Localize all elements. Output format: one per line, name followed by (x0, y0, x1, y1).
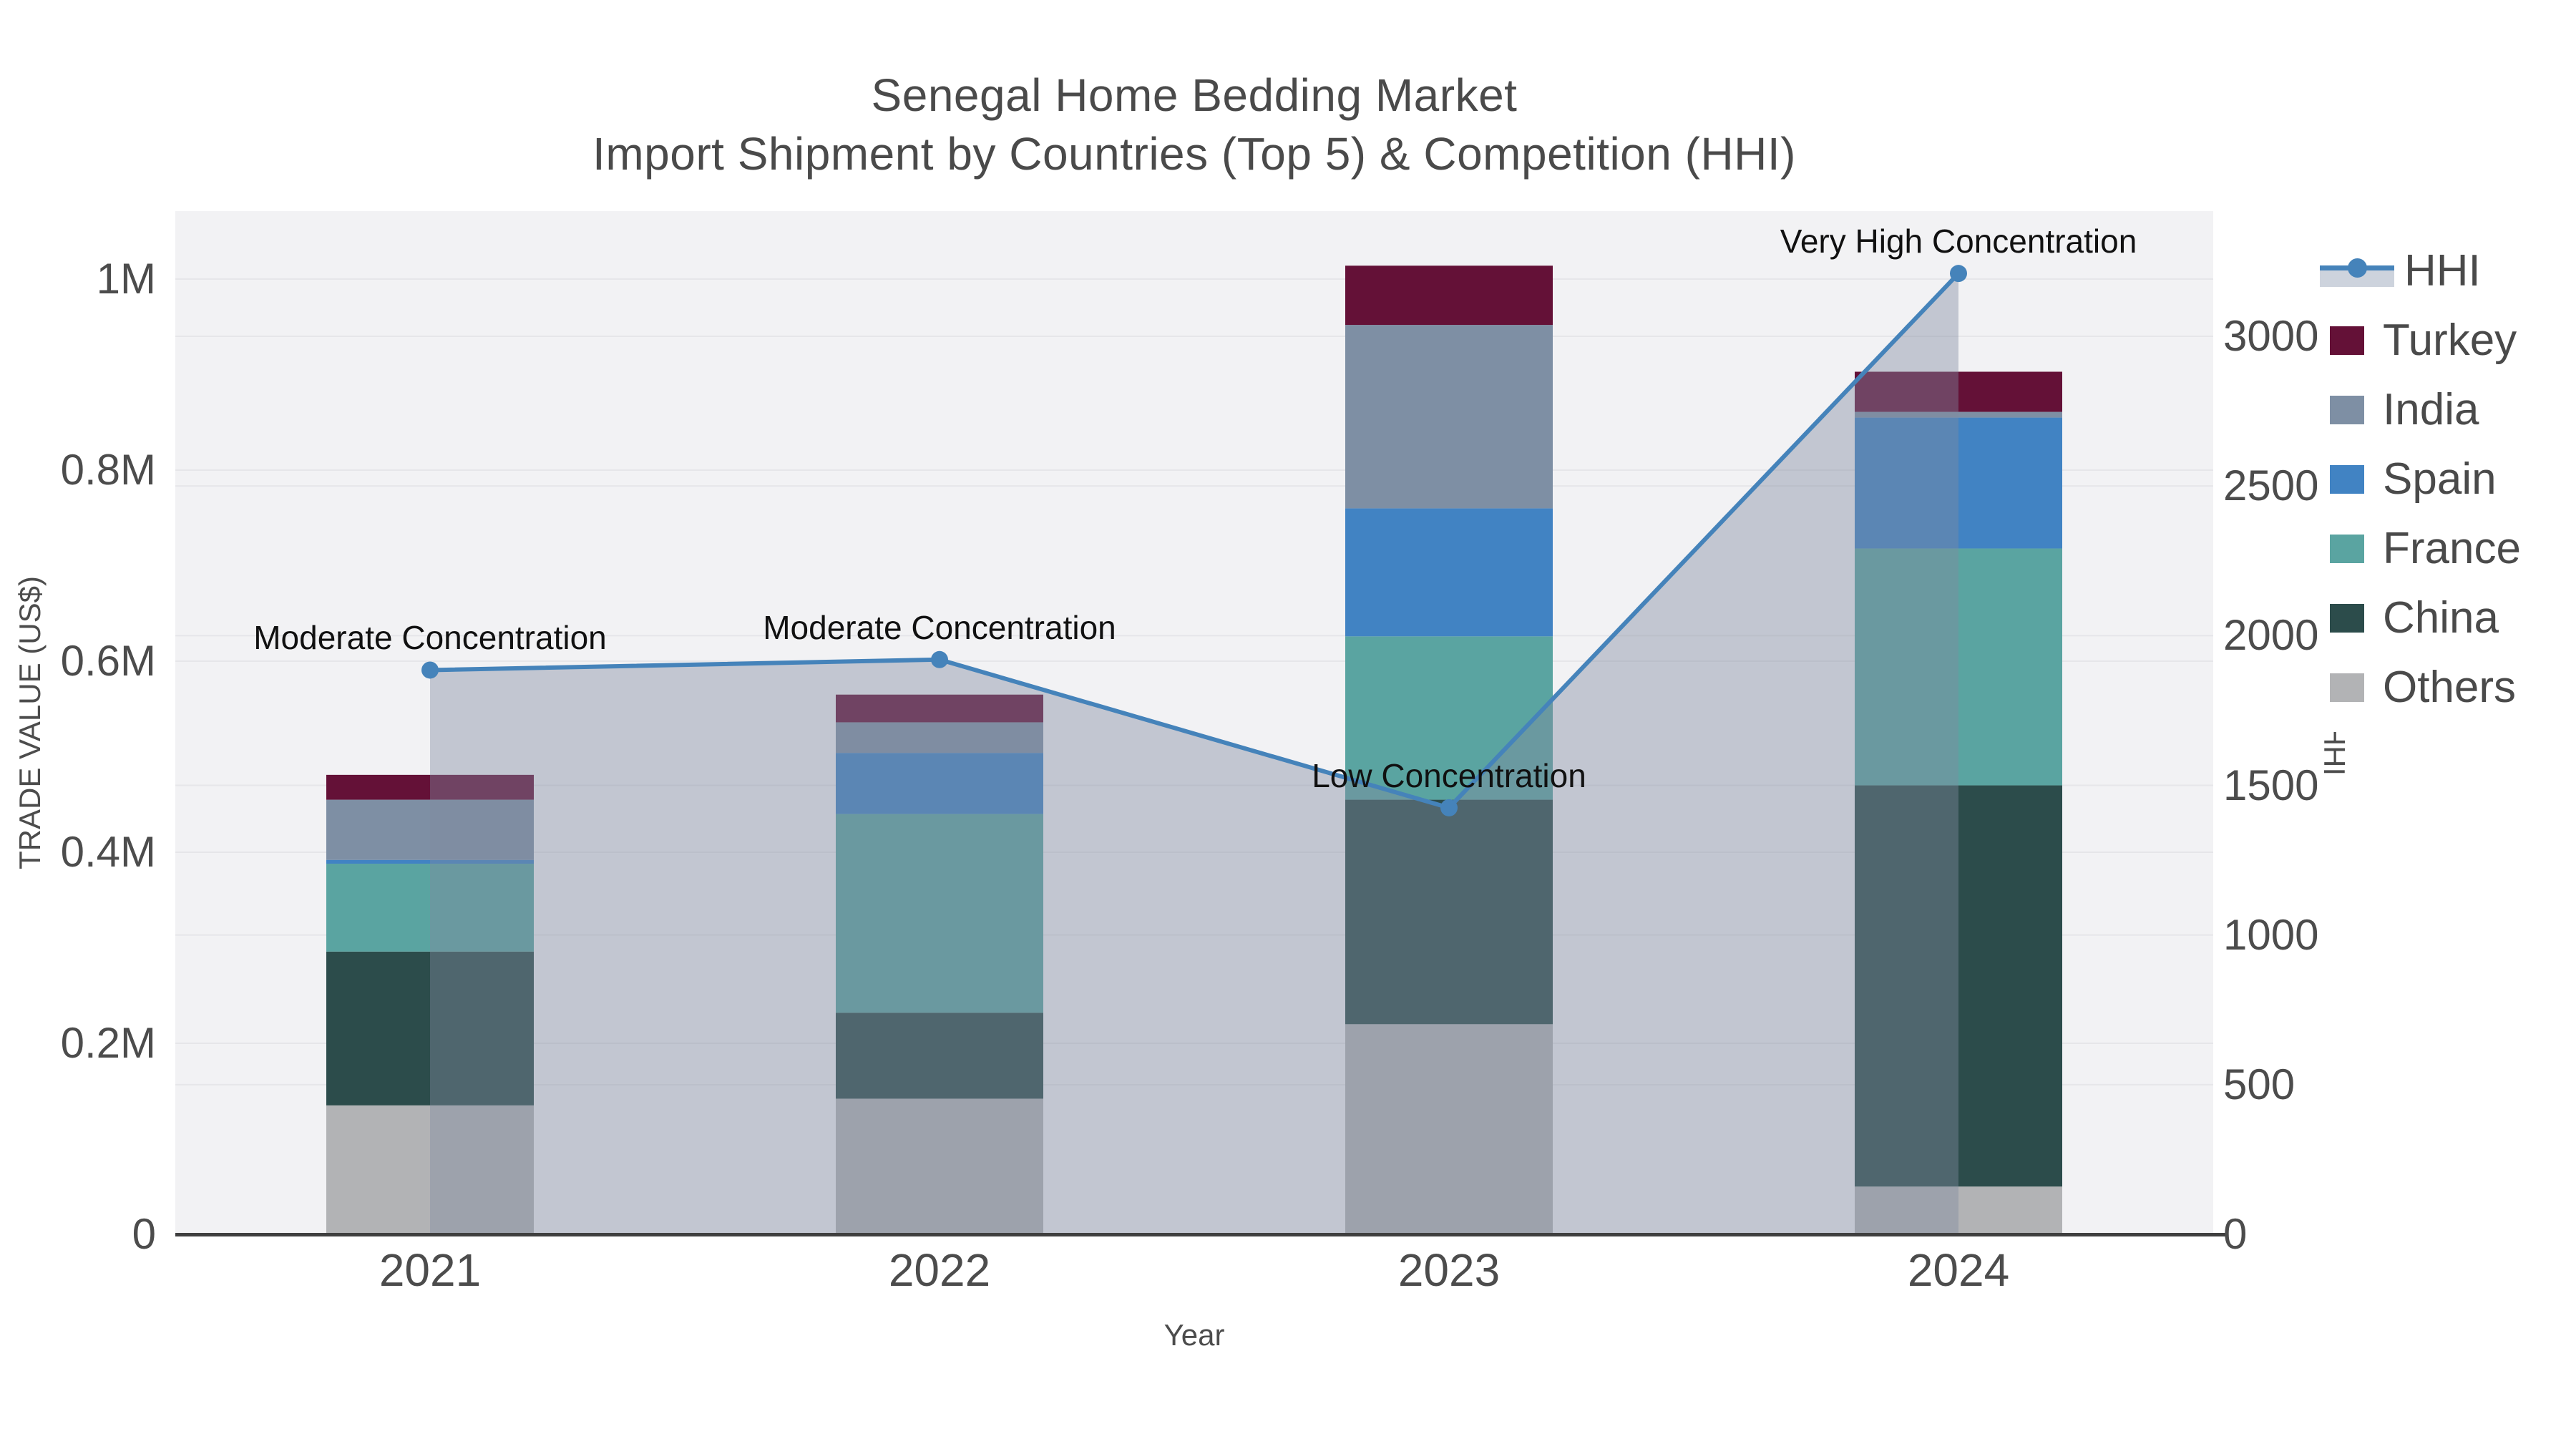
chart-legend: HHI Turkey India Spain France China Othe… (2317, 230, 2576, 732)
y-right-tick-1500: 1500 (2223, 761, 2319, 809)
y-left-tick-08m: 0.8M (60, 446, 156, 494)
x-tick-2022: 2022 (888, 1244, 991, 1296)
bar-segment-india-2024 (1855, 411, 2062, 418)
hhi-marker-2023 (1440, 799, 1458, 816)
turkey-swatch-icon (2330, 326, 2364, 355)
china-swatch-icon (2330, 603, 2364, 633)
legend-item-india[interactable]: India (2317, 375, 2576, 444)
bar-segment-china-2023 (1345, 799, 1553, 1025)
chart-subtitle: Import Shipment by Countries (Top 5) & C… (592, 128, 1796, 180)
bar-segment-turkey-2024 (1855, 371, 2062, 412)
legend-label-france: France (2383, 524, 2521, 573)
legend-item-france[interactable]: France (2317, 514, 2576, 583)
legend-label-china: China (2383, 593, 2499, 643)
france-swatch-icon (2330, 534, 2364, 563)
y-right-tick-2500: 2500 (2223, 462, 2319, 510)
legend-label-spain: Spain (2383, 454, 2497, 504)
hhi-marker-2024 (1950, 265, 1967, 283)
bar-segment-france-2021 (326, 864, 534, 952)
others-swatch-icon (2330, 673, 2364, 702)
y-right-tick-3000: 3000 (2223, 312, 2319, 360)
y-left-tick-0: 0 (132, 1210, 156, 1258)
chart-title: Senegal Home Bedding Market (871, 69, 1518, 121)
legend-item-others[interactable]: Others (2317, 653, 2576, 722)
bar-segment-france-2024 (1855, 548, 2062, 786)
hhi-line (429, 272, 1961, 810)
bar-segment-spain-2024 (1855, 417, 2062, 549)
legend-label-hhi: HHI (2404, 246, 2481, 296)
y-right-tick-2000: 2000 (2223, 611, 2319, 660)
bar-segment-turkey-2022 (836, 694, 1043, 723)
bar-segment-spain-2022 (836, 753, 1043, 814)
hhi-annotation-2021: Moderate Concentration (253, 619, 607, 657)
y-left-tick-1m: 1M (96, 255, 156, 303)
legend-item-hhi[interactable]: HHI (2317, 236, 2576, 306)
bar-segment-spain-2021 (326, 859, 534, 864)
x-axis-title: Year (1163, 1318, 1225, 1352)
x-tick-2023: 2023 (1397, 1244, 1501, 1296)
y-left-tick-06m: 0.6M (60, 637, 156, 685)
hhi-annotation-2023: Low Concentration (1312, 756, 1586, 794)
bar-segment-turkey-2021 (326, 774, 534, 800)
legend-item-turkey[interactable]: Turkey (2317, 306, 2576, 375)
y-left-tick-02m: 0.2M (60, 1019, 156, 1067)
legend-item-spain[interactable]: Spain (2317, 444, 2576, 514)
hhi-marker-2021 (421, 661, 439, 679)
bar-segment-others-2024 (1855, 1186, 2062, 1234)
bar-segment-china-2021 (326, 951, 534, 1106)
legend-label-others: Others (2383, 663, 2517, 712)
bar-segment-others-2023 (1345, 1024, 1553, 1234)
bar-segment-others-2021 (326, 1105, 534, 1234)
y-left-axis-title: TRADE VALUE (US$) (13, 576, 47, 869)
bar-segment-france-2023 (1345, 636, 1553, 800)
hhi-annotation-2024: Very High Concentration (1780, 223, 2137, 260)
bar-segment-india-2022 (836, 722, 1043, 753)
bar-segment-france-2022 (836, 814, 1043, 1013)
bar-segment-turkey-2023 (1345, 265, 1553, 326)
bar-segment-india-2023 (1345, 325, 1553, 509)
hhi-line-sample-icon (2320, 255, 2394, 287)
bar-segment-others-2022 (836, 1098, 1043, 1234)
y-right-tick-0: 0 (2223, 1210, 2248, 1258)
hhi-marker-2022 (931, 650, 948, 668)
y-right-tick-500: 500 (2223, 1060, 2296, 1108)
bar-segment-china-2024 (1855, 785, 2062, 1187)
india-swatch-icon (2330, 395, 2364, 424)
legend-item-china[interactable]: China (2317, 583, 2576, 653)
x-axis-line (175, 1233, 2226, 1236)
hhi-annotation-2022: Moderate Concentration (763, 608, 1116, 646)
bar-segment-china-2022 (836, 1013, 1043, 1099)
legend-label-india: India (2383, 385, 2479, 434)
bar-segment-spain-2023 (1345, 508, 1553, 637)
spain-swatch-icon (2330, 464, 2364, 494)
bar-segment-india-2021 (326, 799, 534, 860)
x-tick-2021: 2021 (379, 1244, 482, 1296)
hhi-area-fill (430, 273, 1958, 1234)
legend-label-turkey: Turkey (2383, 316, 2517, 365)
y-right-tick-1000: 1000 (2223, 910, 2319, 959)
y-left-tick-04m: 0.4M (60, 828, 156, 876)
x-tick-2024: 2024 (1907, 1244, 2010, 1296)
